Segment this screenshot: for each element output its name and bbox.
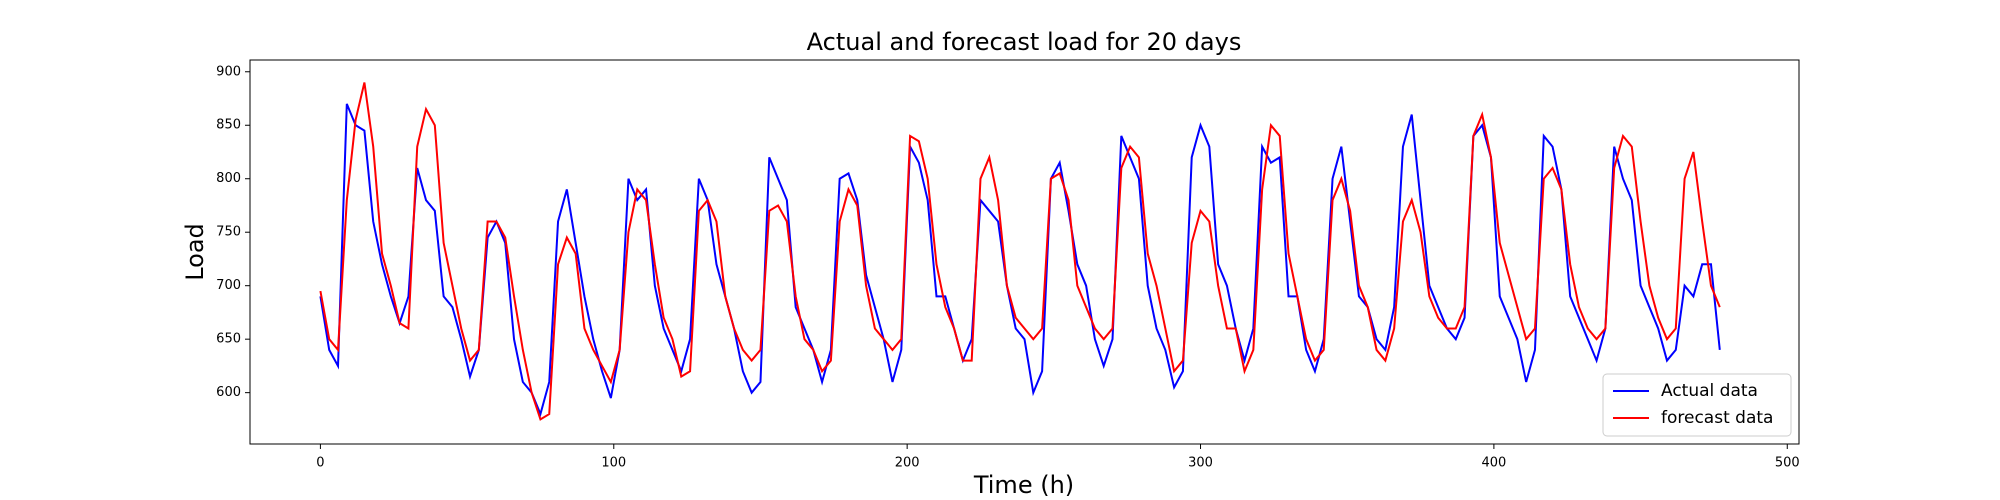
- legend-box: [1602, 373, 1792, 437]
- x-tick-label: 400: [1481, 456, 1506, 471]
- y-tick-label: 650: [216, 332, 241, 347]
- legend-label: forecast data: [1661, 408, 1773, 428]
- x-tick-label: 500: [1775, 456, 1800, 471]
- legend-label: Actual data: [1661, 381, 1758, 401]
- x-tick-label: 200: [895, 456, 920, 471]
- y-tick-label: 750: [216, 225, 241, 240]
- data-line: [319, 103, 1721, 418]
- y-tick-label: 900: [216, 64, 241, 79]
- y-axis-label: Load: [181, 223, 209, 281]
- y-tick-label: 850: [216, 118, 241, 133]
- y-tick-label: 600: [216, 385, 241, 400]
- plot-frame: [249, 59, 1800, 445]
- data-line: [319, 82, 1721, 421]
- x-axis-label: Time (h): [973, 471, 1074, 499]
- x-tick-label: 0: [316, 456, 324, 471]
- x-tick-label: 300: [1188, 456, 1213, 471]
- x-tick-label: 100: [601, 456, 626, 471]
- y-tick-label: 800: [216, 171, 241, 186]
- y-tick-label: 700: [216, 278, 241, 293]
- chart-title: Actual and forecast load for 20 days: [807, 28, 1242, 56]
